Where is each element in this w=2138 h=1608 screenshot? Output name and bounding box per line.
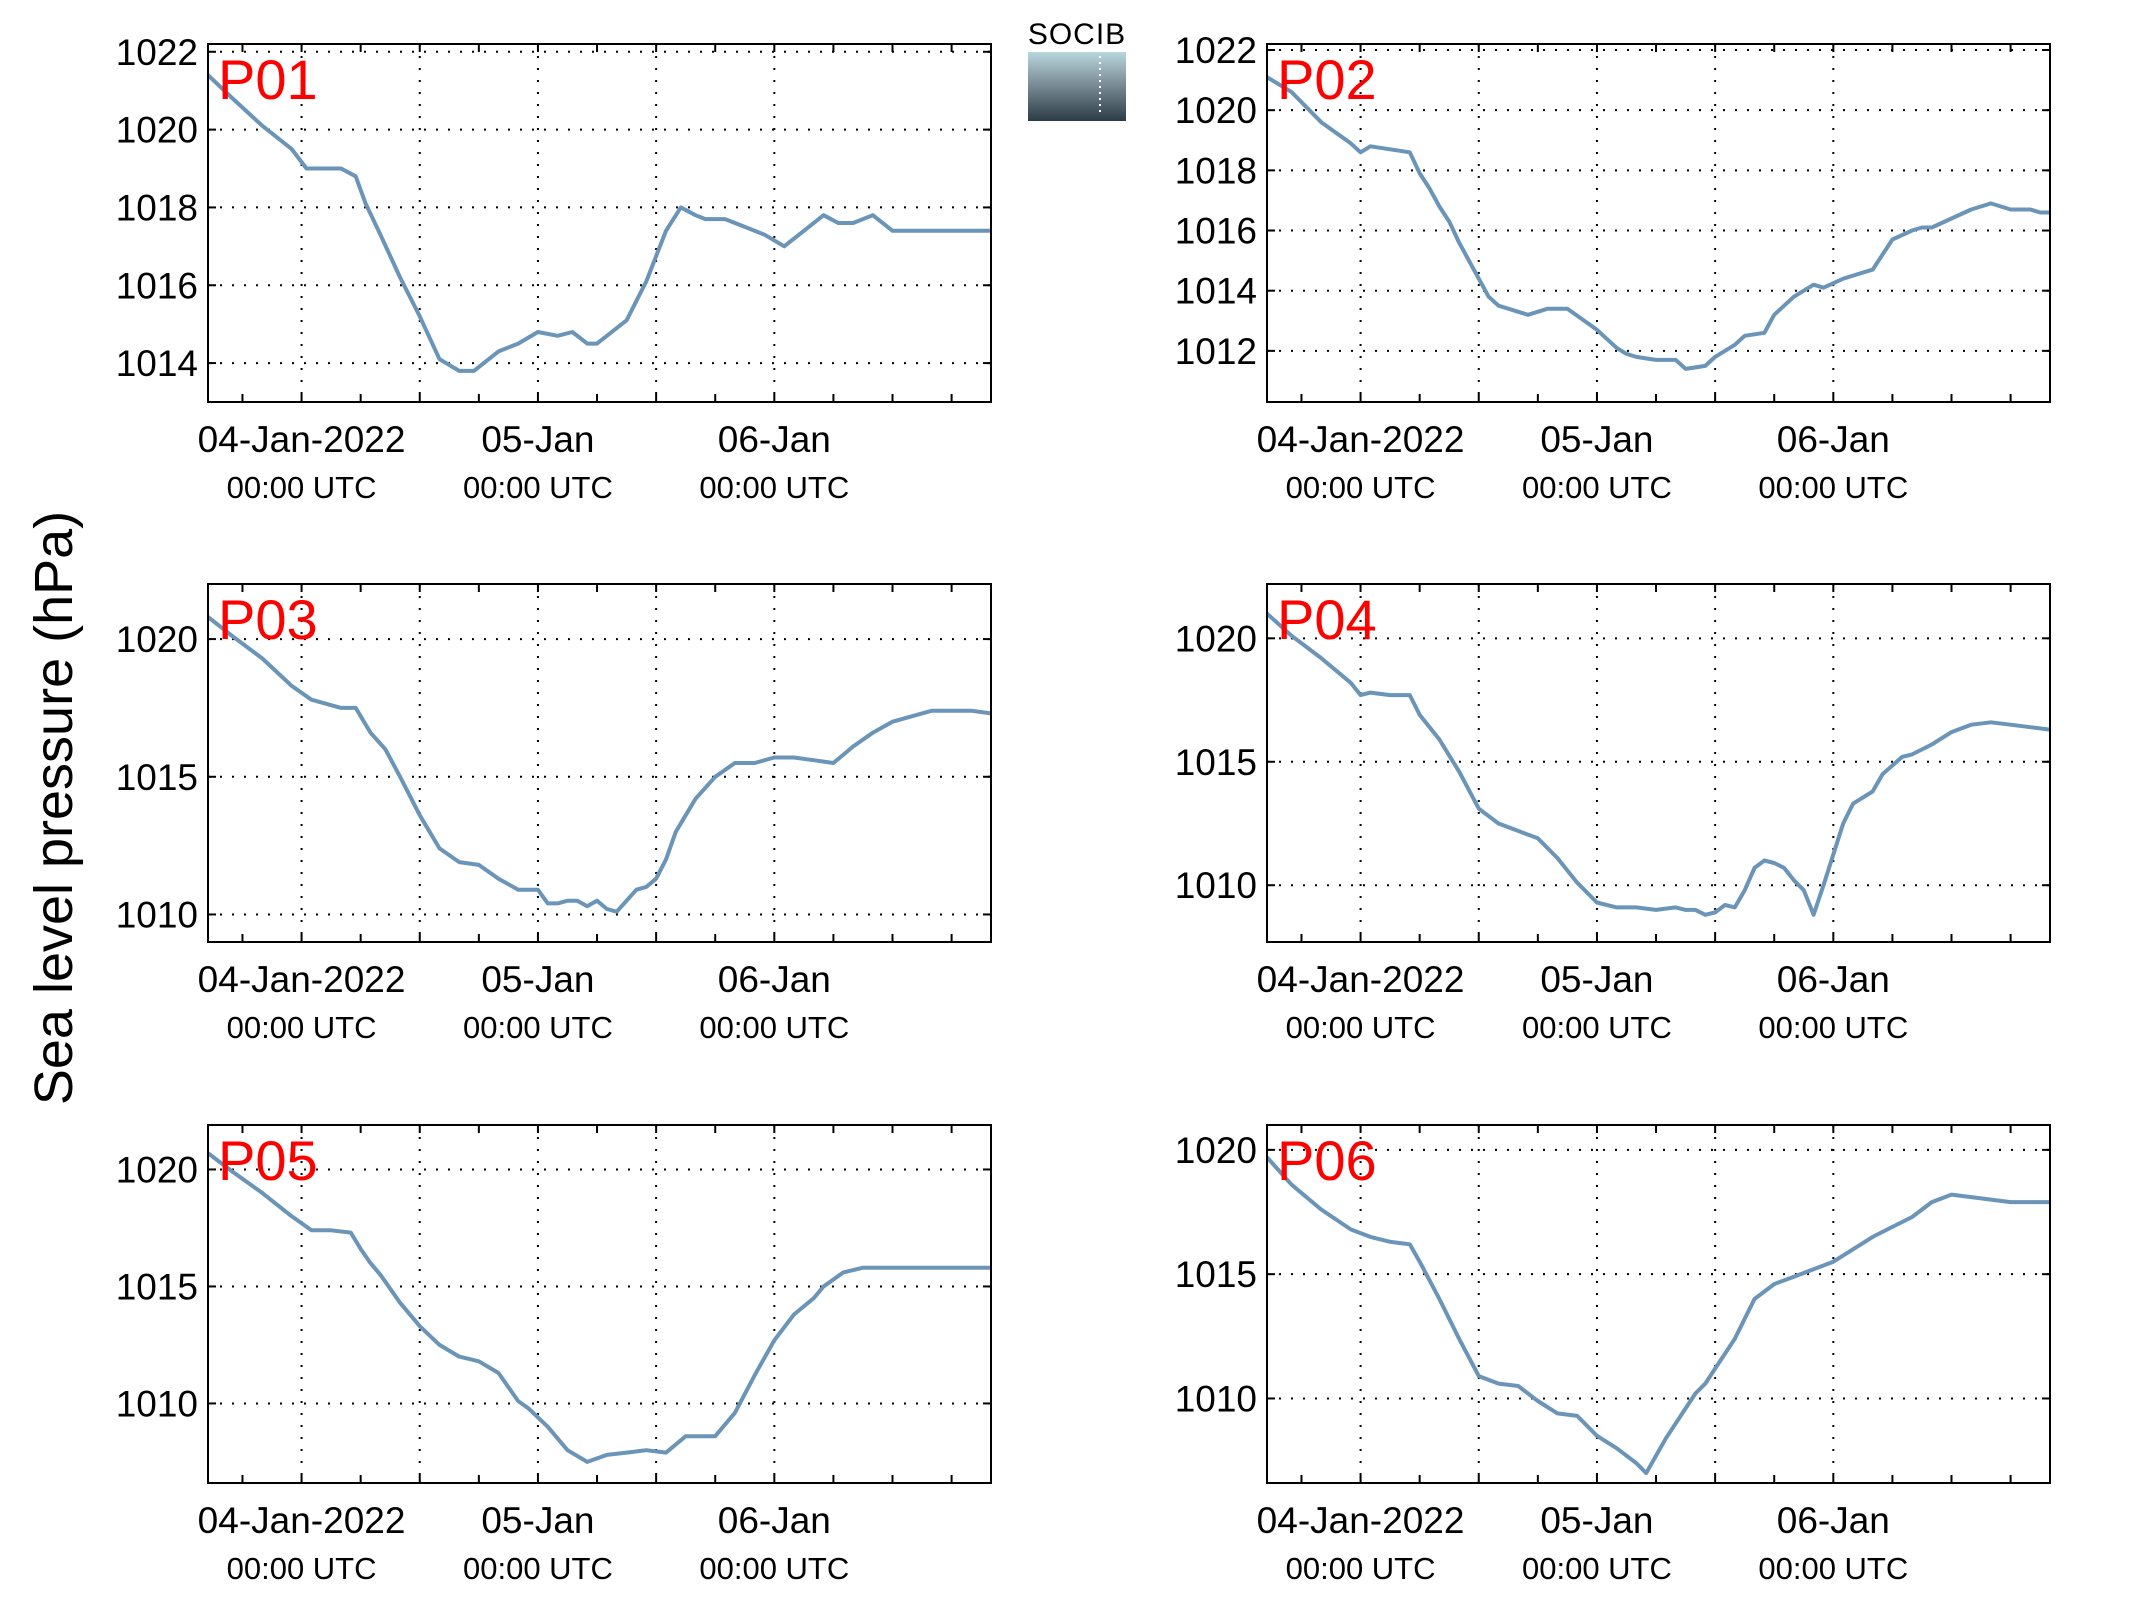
axes-frame-p02 (1266, 43, 2051, 403)
y-tick-label: 1014 (116, 343, 198, 384)
x-tick-label-date: 05-Jan (481, 1500, 594, 1541)
panel-label-p05: P05 (218, 1129, 318, 1192)
y-tick-label: 1022 (116, 32, 198, 73)
y-tick-label: 1014 (1175, 271, 1257, 312)
y-tick-label: 1010 (116, 894, 198, 935)
series-line-p04 (1267, 611, 2050, 917)
panels: 1014 1016 1018 1020 1022 04-Jan-2022 00:00 UTC… (116, 30, 2051, 1586)
x-tick-label-time: 00:00 UTC (699, 1010, 849, 1045)
panel-p04: 1010 1015 1020 04-Jan-2022 00:00 UTC 05-Jan 00… (1175, 583, 2051, 1045)
y-tick-label: 1016 (116, 265, 198, 306)
x-tick-label-time: 00:00 UTC (1758, 470, 1908, 505)
y-tick-label: 1018 (1175, 150, 1257, 191)
y-tick-label: 1020 (116, 110, 198, 151)
x-tick-label-date: 06-Jan (1777, 419, 1890, 460)
x-tick-label-date: 06-Jan (718, 1500, 831, 1541)
x-tick-label-time: 00:00 UTC (463, 1010, 613, 1045)
x-tick-label-time: 00:00 UTC (463, 1551, 613, 1586)
y-tick-label: 1020 (116, 619, 198, 660)
x-tick-label-time: 00:00 UTC (1758, 1551, 1908, 1586)
axes-frame-p06 (1266, 1124, 2051, 1484)
series-line-p03 (208, 615, 991, 914)
grid-p05 (208, 1125, 991, 1483)
x-tick-label-time: 00:00 UTC (463, 470, 613, 505)
x-tick-label-date: 05-Jan (1540, 959, 1653, 1000)
panel-label-p03: P03 (218, 588, 318, 651)
x-tick-label-time: 00:00 UTC (699, 1551, 849, 1586)
panel-p06: 1010 1015 1020 04-Jan-2022 00:00 UTC 05-Jan 00… (1175, 1124, 2051, 1586)
x-tick-label-date: 06-Jan (718, 419, 831, 460)
x-tick-label-date: 05-Jan (481, 419, 594, 460)
y-tick-label: 1010 (1175, 865, 1257, 906)
x-tick-label-date: 04-Jan-2022 (1257, 419, 1465, 460)
y-tick-label: 1010 (116, 1383, 198, 1424)
grid-p04 (1267, 584, 2050, 942)
panel-p03: 1010 1015 1020 04-Jan-2022 00:00 UTC 05-Jan 00… (116, 583, 992, 1045)
x-tick-label-date: 05-Jan (481, 959, 594, 1000)
x-tick-label-time: 00:00 UTC (1522, 1010, 1672, 1045)
y-tick-label: 1018 (116, 187, 198, 228)
grid-p02 (1267, 44, 2050, 402)
axes-frame-p04 (1266, 583, 2051, 943)
x-tick-label-time: 00:00 UTC (1522, 1551, 1672, 1586)
axes-frame-p01 (207, 43, 992, 403)
x-tick-label-time: 00:00 UTC (1286, 1551, 1436, 1586)
x-tick-label-time: 00:00 UTC (699, 470, 849, 505)
panel-label-p04: P04 (1277, 588, 1377, 651)
logo-mark (1028, 52, 1126, 121)
series-line-p05 (208, 1151, 991, 1464)
y-tick-label: 1022 (1175, 30, 1257, 71)
x-tick-label-date: 05-Jan (1540, 1500, 1653, 1541)
x-tick-label-date: 04-Jan-2022 (1257, 959, 1465, 1000)
socib-logo: SOCIB (1028, 18, 1126, 121)
x-tick-label-date: 05-Jan (1540, 419, 1653, 460)
panel-p05: 1010 1015 1020 04-Jan-2022 00:00 UTC 05-Jan 00… (116, 1124, 992, 1586)
y-tick-label: 1015 (116, 757, 198, 798)
y-tick-label: 1012 (1175, 331, 1257, 372)
panel-label-p02: P02 (1277, 48, 1377, 111)
grid-p03 (208, 584, 991, 942)
y-tick-label: 1010 (1175, 1378, 1257, 1419)
grid-p06 (1267, 1125, 2050, 1483)
y-axis-label: Sea level pressure (hPa) (24, 511, 84, 1105)
x-tick-label-time: 00:00 UTC (1522, 470, 1672, 505)
x-tick-label-date: 04-Jan-2022 (198, 419, 406, 460)
x-tick-label-time: 00:00 UTC (1286, 1010, 1436, 1045)
series-line-p02 (1267, 75, 2050, 371)
x-tick-label-date: 06-Jan (718, 959, 831, 1000)
x-tick-label-date: 04-Jan-2022 (198, 959, 406, 1000)
y-tick-label: 1020 (116, 1149, 198, 1190)
x-tick-label-time: 00:00 UTC (227, 470, 377, 505)
x-tick-label-date: 06-Jan (1777, 959, 1890, 1000)
series-line-p01 (208, 73, 991, 373)
axes-frame-p03 (207, 583, 992, 943)
x-tick-label-time: 00:00 UTC (1758, 1010, 1908, 1045)
y-tick-label: 1020 (1175, 90, 1257, 131)
panel-p02: 1012 1014 1016 1018 1020 1022 04-Jan-2022 00:00… (1175, 30, 2051, 505)
panel-p01: 1014 1016 1018 1020 1022 04-Jan-2022 00:00 UTC… (116, 32, 992, 505)
series-line-p06 (1267, 1155, 2050, 1476)
x-tick-label-date: 04-Jan-2022 (1257, 1500, 1465, 1541)
logo-text: SOCIB (1028, 18, 1126, 51)
x-tick-label-time: 00:00 UTC (1286, 470, 1436, 505)
x-tick-label-date: 04-Jan-2022 (198, 1500, 406, 1541)
y-tick-label: 1016 (1175, 211, 1257, 252)
panel-label-p01: P01 (218, 48, 318, 111)
y-tick-label: 1020 (1175, 1130, 1257, 1171)
axes-frame-p05 (207, 1124, 992, 1484)
x-tick-label-time: 00:00 UTC (227, 1551, 377, 1586)
x-tick-label-date: 06-Jan (1777, 1500, 1890, 1541)
y-tick-label: 1015 (116, 1266, 198, 1307)
x-tick-label-time: 00:00 UTC (227, 1010, 377, 1045)
grid-p01 (208, 44, 991, 402)
panel-label-p06: P06 (1277, 1129, 1377, 1192)
y-tick-label: 1015 (1175, 1254, 1257, 1295)
y-tick-label: 1015 (1175, 742, 1257, 783)
y-tick-label: 1020 (1175, 618, 1257, 659)
